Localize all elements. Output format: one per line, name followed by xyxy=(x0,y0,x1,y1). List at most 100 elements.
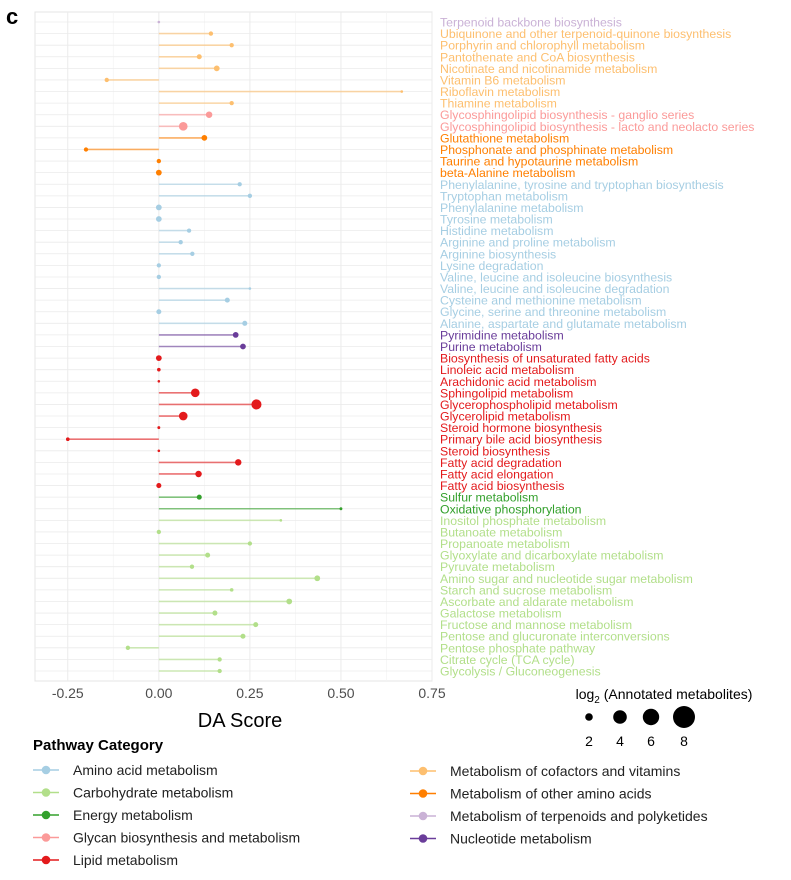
pathway-label: Arginine biosynthesis xyxy=(440,247,556,261)
lollipop-point xyxy=(157,426,161,430)
lollipop-point xyxy=(247,193,253,198)
pathway-label: Galactose metabolism xyxy=(440,607,562,621)
pathway-label: Citrate cycle (TCA cycle) xyxy=(440,653,575,667)
lollipop-point xyxy=(157,379,161,383)
legend-entry-label: Nucleotide metabolism xyxy=(450,831,592,847)
lollipop-point xyxy=(189,564,195,569)
size-legend-label: 4 xyxy=(616,733,624,749)
legend-entry-label: Energy metabolism xyxy=(73,807,193,823)
lollipop-point xyxy=(229,43,234,48)
pathway-label: Phenylalanine, tyrosine and tryptophan b… xyxy=(440,178,724,192)
legend-entry-label: Metabolism of other amino acids xyxy=(450,786,652,802)
pathway-label: Oxidative phosphorylation xyxy=(440,502,582,516)
color-legend: Pathway Category Amino acid metabolism Ca… xyxy=(33,737,708,868)
lollipop-point xyxy=(217,668,222,674)
pathway-label: Glyoxylate and dicarboxylate metabolism xyxy=(440,549,664,563)
pathway-label: Inositol phosphate metabolism xyxy=(440,514,606,528)
pathway-label: Glycerophospholipid metabolism xyxy=(440,398,618,412)
lollipop-point xyxy=(339,507,343,511)
size-legend-dot xyxy=(642,708,660,726)
x-axis-title: DA Score xyxy=(198,710,282,732)
pathway-label: Glycerolipid metabolism xyxy=(440,410,571,424)
lollipop-point xyxy=(201,135,208,141)
lollipop-point xyxy=(247,541,253,546)
lollipop-point xyxy=(229,588,234,592)
pathway-label: Propanoate metabolism xyxy=(440,537,570,551)
lollipop-point xyxy=(240,633,246,639)
legend-entry-label: Carbohydrate metabolism xyxy=(73,785,233,801)
size-legend-dot xyxy=(613,710,627,724)
legend-key-dot xyxy=(41,810,51,820)
lollipop-point xyxy=(229,100,234,106)
lollipop-point xyxy=(195,470,202,478)
lollipop-point xyxy=(156,263,161,268)
legend-entry-label: Metabolism of cofactors and vitamins xyxy=(450,763,680,779)
lollipop-point xyxy=(104,77,109,83)
pathway-label: Sulfur metabolism xyxy=(440,491,538,505)
legend-entry-label: Glycan biosynthesis and metabolism xyxy=(73,830,300,846)
pathway-label: Glycosphingolipid biosynthesis - ganglio… xyxy=(440,108,694,122)
lollipop-point xyxy=(253,622,259,628)
pathway-label: Steroid biosynthesis xyxy=(440,444,550,458)
lollipop-point xyxy=(155,216,162,222)
pathway-labels: Terpenoid backbone biosynthesisUbiquinon… xyxy=(440,16,754,679)
legend-key-dot xyxy=(418,834,428,843)
size-legend-label: 2 xyxy=(585,733,593,749)
lollipop-point xyxy=(65,437,70,442)
pathway-label: Thiamine metabolism xyxy=(440,97,557,111)
size-legend-label: 6 xyxy=(647,733,655,749)
pathway-label: Amino sugar and nucleotide sugar metabol… xyxy=(440,572,693,586)
pathway-label: Glutathione metabolism xyxy=(440,131,569,145)
pathway-label: Phosphonate and phosphinate metabolism xyxy=(440,143,673,157)
pathway-label: Pentose and glucuronate interconversions xyxy=(440,630,670,644)
lollipop-point xyxy=(155,355,162,361)
lollipop-point xyxy=(178,411,188,421)
x-tick-label: 0.25 xyxy=(236,685,263,701)
lollipop-point xyxy=(400,90,404,93)
pathway-label: Fatty acid biosynthesis xyxy=(440,479,564,493)
lollipop-point xyxy=(157,20,161,24)
pathway-label: Cysteine and methionine metabolism xyxy=(440,294,642,308)
pathway-label: Sphingolipid metabolism xyxy=(440,386,573,400)
pathway-label: Fatty acid elongation xyxy=(440,467,554,481)
lollipop-point xyxy=(196,494,202,500)
lollipop-point xyxy=(178,240,183,245)
pathway-label: Butanoate metabolism xyxy=(440,525,562,539)
legend-entry-label: Amino acid metabolism xyxy=(73,762,218,778)
pathway-label: Pantothenate and CoA biosynthesis xyxy=(440,50,635,64)
pathway-label: beta-Alanine metabolism xyxy=(440,166,575,180)
pathway-label: Taurine and hypotaurine metabolism xyxy=(440,155,638,169)
color-legend-title: Pathway Category xyxy=(33,737,164,754)
pathway-label: Biosynthesis of unsaturated fatty acids xyxy=(440,352,650,366)
lollipop-point xyxy=(234,459,242,466)
pathway-label: Pyrimidine metabolism xyxy=(440,328,564,342)
x-tick-label: 0.50 xyxy=(327,685,354,701)
pathway-label: Porphyrin and chlorophyll metabolism xyxy=(440,39,645,53)
size-legend-label: 8 xyxy=(680,733,688,749)
lollipop-point xyxy=(156,529,161,535)
lollipop-point xyxy=(125,645,131,650)
lollipop-point xyxy=(217,657,222,662)
pathway-label: Starch and sucrose metabolism xyxy=(440,583,612,597)
pathway-label: Valine, leucine and isoleucine degradati… xyxy=(440,282,670,296)
legend-key-dot xyxy=(41,833,51,842)
lollipop-point xyxy=(156,309,162,315)
lollipop-point xyxy=(157,449,161,453)
lollipop-point xyxy=(190,388,200,398)
pathway-label: Riboflavin metabolism xyxy=(440,85,560,99)
panel-label: c xyxy=(6,4,18,29)
pathway-label: Pentose phosphate pathway xyxy=(440,641,596,655)
pathway-label: Fatty acid degradation xyxy=(440,456,562,470)
lollipop-point xyxy=(224,297,230,303)
lollipop-point xyxy=(237,182,242,187)
legend-entry-label: Lipid metabolism xyxy=(73,852,178,868)
lollipop-point xyxy=(314,575,321,582)
pathway-label: Purine metabolism xyxy=(440,340,542,354)
pathway-label: Arachidonic acid metabolism xyxy=(440,375,597,389)
lollipop-point xyxy=(213,65,220,72)
lollipop-point xyxy=(232,332,239,338)
pathway-label: Tryptophan metabolism xyxy=(440,189,568,203)
lollipop-point xyxy=(248,287,252,290)
lollipop-point xyxy=(155,169,162,176)
